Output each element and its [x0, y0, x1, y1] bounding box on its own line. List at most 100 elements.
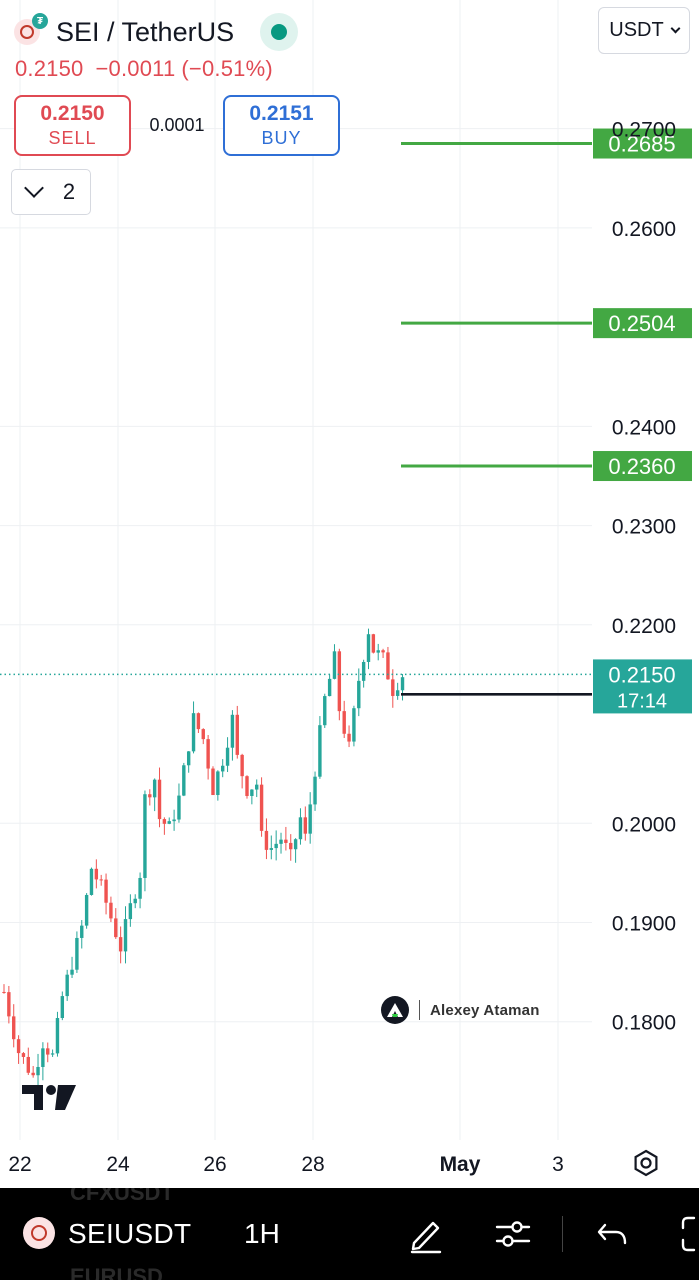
y-axis-tick-label: 0.2700 — [612, 119, 676, 142]
buy-label: BUY — [261, 128, 302, 148]
candle-body — [386, 652, 390, 680]
chart-area[interactable]: 0.26850.25040.23600.21300.27000.26000.24… — [0, 0, 699, 1188]
candle-body — [274, 843, 278, 849]
candle-body — [196, 713, 201, 730]
candle-body — [230, 714, 235, 748]
current-price-label: 0.2150 — [608, 662, 675, 687]
y-axis-tick-label: 0.2200 — [612, 615, 676, 638]
x-axis-tick-label: 24 — [106, 1153, 130, 1176]
candle-body — [366, 634, 371, 662]
candle-body — [138, 877, 142, 899]
candle-body — [201, 729, 205, 740]
candle-body — [259, 784, 264, 831]
candle-body — [352, 708, 356, 742]
candle-body — [46, 1048, 50, 1055]
chart-settings-icon[interactable] — [630, 1147, 662, 1179]
candle-body — [216, 771, 220, 796]
x-axis-tick-label: 3 — [552, 1153, 564, 1176]
candle-body — [118, 937, 123, 952]
market-status-icon[interactable] — [260, 13, 299, 51]
candle-body — [250, 789, 254, 796]
currency-selector[interactable]: USDT — [598, 7, 690, 54]
x-axis-tick-label: May — [440, 1153, 481, 1176]
candle-body — [167, 821, 171, 824]
candle-body — [245, 776, 249, 796]
candle-body — [308, 804, 312, 834]
currency-value: USDT — [609, 19, 664, 41]
candle-body — [376, 650, 380, 653]
candle-body — [357, 680, 361, 709]
candle-body — [55, 1018, 60, 1054]
candle-body — [143, 794, 147, 878]
y-axis-tick-label: 0.2000 — [612, 813, 676, 836]
interval-selector[interactable]: 1H — [244, 1218, 280, 1249]
price-change: −0.0011 — [95, 56, 176, 81]
indicators-settings-icon[interactable] — [493, 1214, 533, 1259]
candle-body — [332, 651, 337, 679]
candle-body — [36, 1066, 40, 1076]
spread-value: 0.0001 — [149, 115, 205, 135]
candle-body — [323, 696, 327, 726]
candle-body — [391, 679, 395, 696]
candle-body — [60, 996, 65, 1019]
x-axis-tick-label: 28 — [301, 1153, 324, 1176]
candle-body — [347, 733, 351, 742]
candle-body — [89, 868, 94, 895]
level-price-label: 0.2504 — [608, 311, 675, 336]
candle-body — [289, 842, 293, 850]
price-change-percent: (−0.51%) — [181, 56, 273, 81]
candle-body — [182, 765, 186, 796]
candle-body — [221, 765, 225, 772]
y-axis-tick-label: 0.2400 — [612, 416, 676, 439]
chart-header: ₮ SEI / TetherUS 0.2150 −0.0011 (−0.51%) — [14, 13, 299, 82]
author-name: Alexey Ataman — [430, 1001, 540, 1019]
level-price-label: 0.2685 — [608, 132, 675, 157]
candle-body — [327, 678, 332, 697]
candle-body — [152, 779, 157, 798]
candle-body — [99, 879, 103, 881]
candle-body — [94, 868, 99, 880]
candle-body — [269, 848, 273, 850]
candle-body — [148, 794, 152, 798]
candle-body — [303, 817, 308, 834]
candle-body — [371, 634, 376, 653]
level-price-tag — [593, 451, 692, 482]
buy-button[interactable]: 0.2151 BUY — [223, 95, 340, 156]
x-axis-tick-label: 22 — [8, 1153, 31, 1176]
sell-label: SELL — [48, 128, 97, 148]
bottom-toolbar: CFXUSDT EURUSD SEIUSDT 1H — [0, 1188, 699, 1280]
candle-body — [75, 937, 79, 970]
candle-body — [157, 779, 162, 820]
indicators-toggle-button[interactable]: 2 — [11, 169, 91, 215]
undo-icon[interactable] — [593, 1214, 633, 1259]
candle-body — [313, 776, 317, 805]
y-axis-tick-label: 0.2600 — [612, 218, 676, 241]
sell-button[interactable]: 0.2150 SELL — [14, 95, 131, 156]
candle-body — [293, 839, 298, 850]
chevron-down-icon — [23, 178, 44, 198]
candle-body — [235, 714, 239, 755]
candle-body — [191, 713, 196, 752]
candle-body — [123, 919, 128, 952]
candle-body — [381, 650, 385, 653]
fullscreen-icon[interactable] — [678, 1214, 699, 1259]
drawing-tools-icon[interactable] — [406, 1214, 446, 1259]
candle-body — [7, 992, 11, 1017]
candle-body — [16, 1039, 21, 1054]
symbol-selector[interactable]: SEIUSDT — [68, 1218, 192, 1249]
buy-price: 0.2151 — [249, 102, 314, 125]
candle-body — [26, 1056, 30, 1073]
symbol-title[interactable]: SEI / TetherUS — [56, 16, 235, 47]
price-summary: 0.2150 −0.0011 (−0.51%) — [15, 56, 298, 82]
bar-countdown-label: 17:14 — [617, 690, 667, 712]
candle-body — [114, 918, 118, 938]
candle-body — [84, 894, 89, 926]
candle-body — [284, 839, 288, 843]
level-price-label: 0.2360 — [608, 454, 675, 479]
candle-body — [395, 690, 400, 696]
price-chart[interactable]: 0.26850.25040.23600.21300.27000.26000.24… — [0, 0, 699, 1188]
level-price-tag — [593, 128, 692, 159]
author-watermark: Alexey Ataman — [381, 996, 540, 1024]
current-price-tag — [593, 659, 692, 714]
tradingview-logo-icon — [22, 1083, 76, 1118]
